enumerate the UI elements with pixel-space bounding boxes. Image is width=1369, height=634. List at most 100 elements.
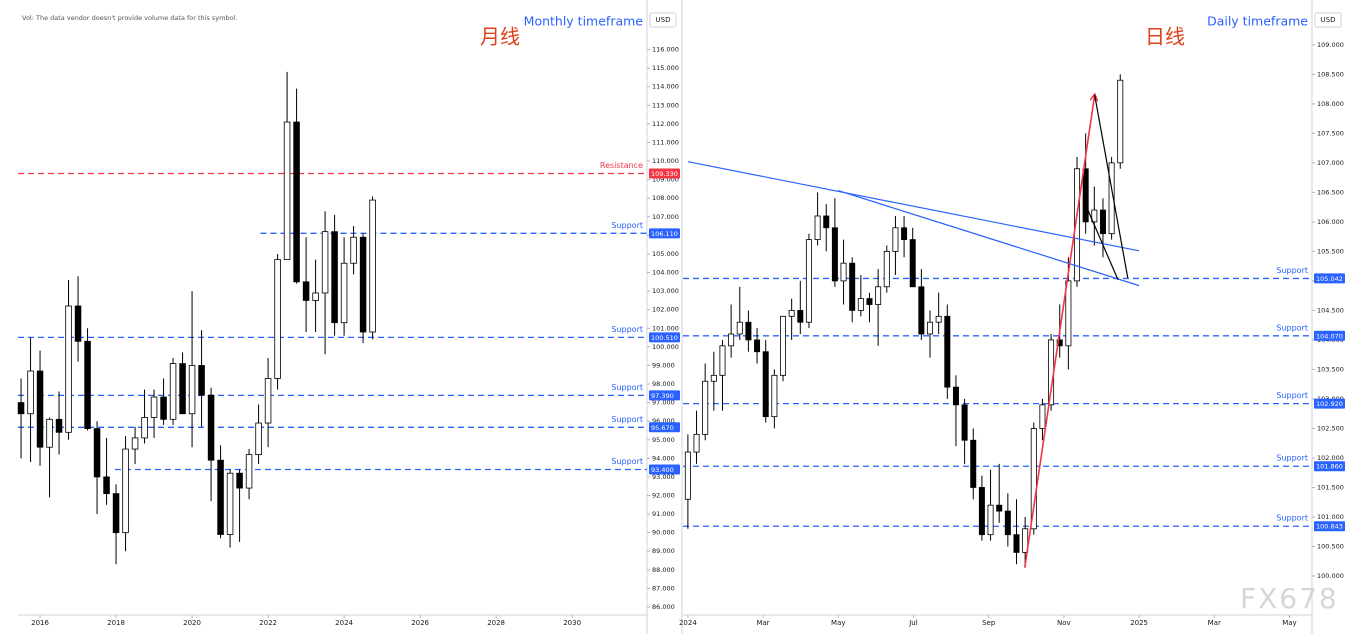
y-tick-label: 89.000 — [652, 547, 675, 555]
y-tick-label: 109.000 — [652, 176, 679, 184]
candle-body — [1039, 404, 1046, 429]
candle-body — [264, 378, 272, 424]
candle-body — [1013, 534, 1020, 553]
level-tag-label: 105.042 — [1316, 275, 1343, 283]
x-tick-label: 2028 — [487, 619, 505, 627]
candle-body — [875, 286, 882, 305]
y-tick-label: 91.000 — [652, 510, 675, 518]
trend-line — [687, 161, 1140, 252]
x-tick-label: Nov — [1057, 619, 1071, 627]
y-tick-label: 111.000 — [652, 138, 679, 146]
candle-body — [17, 402, 25, 415]
y-tick-label: 100.000 — [1317, 572, 1344, 580]
candle-body — [1108, 162, 1115, 235]
candle-body — [754, 339, 761, 353]
candle-body — [961, 404, 968, 441]
candle-body — [780, 315, 787, 376]
y-tick-label: 94.000 — [652, 454, 675, 462]
y-tick-label: 105.500 — [1317, 247, 1344, 255]
candle-body — [1022, 528, 1029, 553]
y-tick-label: 108.000 — [1317, 100, 1344, 108]
candle-body — [762, 351, 769, 418]
y-tick-label: 103.500 — [1317, 365, 1344, 373]
y-tick-label: 92.000 — [652, 492, 675, 500]
y-tick-label: 108.000 — [652, 194, 679, 202]
y-tick-label: 86.000 — [652, 603, 675, 611]
chart-title: Daily timeframe — [1207, 14, 1308, 29]
level-label: Support — [611, 415, 643, 424]
candle-body — [702, 380, 709, 435]
candle-body — [369, 199, 376, 333]
candle-body — [169, 363, 177, 420]
note: Vol: The data vendor doesn't provide vol… — [22, 14, 237, 22]
candle-body — [745, 321, 752, 341]
y-tick-label: 114.000 — [652, 83, 679, 91]
currency-box — [649, 12, 677, 28]
annotation: 日线 — [1145, 25, 1185, 49]
candle-body — [1074, 168, 1081, 282]
y-tick-label: 88.000 — [652, 566, 675, 574]
level-tag — [649, 464, 680, 475]
annotation: 月线 — [480, 25, 520, 49]
candle-body — [1082, 168, 1089, 223]
level-label: Support — [611, 383, 643, 392]
candle-body — [693, 433, 700, 453]
candle-body — [236, 472, 243, 489]
y-tick-label: 99.000 — [652, 361, 675, 369]
y-tick-label: 101.000 — [1317, 513, 1344, 521]
level-tag-label: 93.400 — [651, 466, 674, 474]
y-tick-label: 112.000 — [652, 120, 679, 128]
candle-body — [359, 236, 367, 333]
candle-body — [179, 363, 186, 415]
level-tag-label: 101.860 — [1316, 463, 1343, 471]
candle-body — [831, 227, 838, 282]
y-tick-label: 105.000 — [652, 250, 679, 258]
candle-body — [160, 396, 167, 420]
x-tick-label: 2024 — [679, 619, 697, 627]
level-tag — [1314, 521, 1345, 532]
y-tick-label: 96.000 — [652, 417, 675, 425]
y-tick-label: 106.500 — [1317, 188, 1344, 196]
candle-body — [103, 476, 110, 495]
level-tag — [649, 422, 680, 433]
level-label: Support — [1276, 323, 1308, 332]
y-tick-label: 100.500 — [1317, 542, 1344, 550]
y-tick-label: 110.000 — [652, 157, 679, 165]
level-tag — [649, 332, 680, 343]
candle-body — [1091, 209, 1098, 223]
y-tick-label: 102.500 — [1317, 424, 1344, 432]
x-tick-label: Jul — [908, 619, 918, 627]
y-tick-label: 106.000 — [1317, 218, 1344, 226]
level-label: Support — [611, 457, 643, 466]
candle-body — [74, 305, 82, 342]
x-tick-label: 2020 — [183, 619, 201, 627]
level-tag — [649, 390, 680, 401]
candle-body — [302, 281, 310, 301]
y-tick-label: 90.000 — [652, 529, 675, 537]
candle-body — [27, 370, 34, 415]
chart-title: Monthly timeframe — [524, 14, 644, 29]
x-tick-label: May — [831, 619, 845, 627]
level-tag-label: 100.843 — [1316, 523, 1343, 531]
candle-body — [1099, 209, 1106, 235]
candle-body — [1065, 280, 1072, 347]
y-tick-label: 107.500 — [1317, 129, 1344, 137]
level-tag-label: 109.330 — [651, 170, 678, 178]
candle-body — [321, 231, 329, 294]
currency: USD — [656, 16, 671, 24]
candle-body — [978, 487, 985, 536]
candle-body — [1117, 79, 1124, 164]
level-label: Support — [1276, 266, 1308, 275]
candle-body — [952, 386, 959, 406]
level-tag — [1314, 461, 1345, 472]
x-tick-label: 2025 — [1130, 619, 1148, 627]
level-tag — [1314, 398, 1345, 409]
level-tag — [1314, 273, 1345, 284]
trend-line — [1087, 209, 1119, 280]
level-tag-label: 104.070 — [1316, 332, 1343, 340]
candle-body — [728, 333, 735, 347]
y-tick-label: 101.500 — [1317, 483, 1344, 491]
level-tag-label: 100.510 — [651, 334, 678, 342]
